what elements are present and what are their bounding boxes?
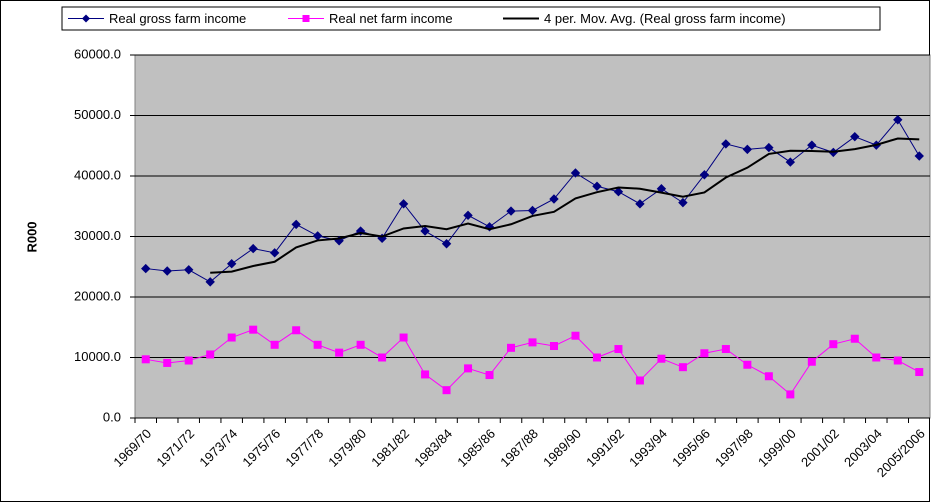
data-point xyxy=(699,170,710,180)
data-point xyxy=(442,386,451,395)
series-line xyxy=(210,137,920,274)
data-point xyxy=(785,157,796,167)
y-tick-label: 30000.0 xyxy=(74,228,121,243)
data-point xyxy=(893,356,902,365)
data-point xyxy=(915,368,924,377)
legend-label: 4 per. Mov. Avg. (Real gross farm income… xyxy=(544,11,786,26)
data-point xyxy=(313,340,322,349)
data-point xyxy=(592,353,601,362)
data-point xyxy=(829,340,838,349)
data-point xyxy=(850,131,860,142)
data-point xyxy=(421,370,430,379)
data-point xyxy=(184,265,194,275)
data-point xyxy=(700,349,709,358)
data-point xyxy=(399,333,408,342)
data-point xyxy=(141,355,150,364)
data-point xyxy=(721,345,730,354)
data-point xyxy=(507,343,516,352)
legend-marker xyxy=(302,15,310,22)
data-point xyxy=(872,353,881,362)
y-tick-label: 50000.0 xyxy=(74,107,121,122)
data-point xyxy=(162,266,172,276)
data-point xyxy=(226,259,237,269)
data-point xyxy=(378,353,387,362)
data-point xyxy=(292,326,301,335)
data-point xyxy=(248,243,258,254)
data-point xyxy=(807,140,817,150)
data-point xyxy=(635,376,644,385)
y-tick-label: 40000.0 xyxy=(74,167,121,182)
data-point xyxy=(464,364,473,373)
data-point xyxy=(227,333,236,342)
y-tick-label: 0.0 xyxy=(103,409,121,424)
data-point xyxy=(528,338,537,347)
data-point xyxy=(398,199,409,209)
data-point xyxy=(742,144,753,155)
data-point xyxy=(635,199,645,209)
y-tick-label: 20000.0 xyxy=(74,288,121,303)
data-point xyxy=(743,360,752,369)
data-point xyxy=(291,219,301,230)
data-point xyxy=(721,139,731,149)
legend-marker xyxy=(82,14,90,23)
data-point xyxy=(592,181,602,191)
y-tick-label: 60000.0 xyxy=(74,46,121,61)
data-point xyxy=(485,371,494,380)
data-point xyxy=(356,340,365,349)
data-point xyxy=(206,350,215,359)
data-point xyxy=(570,168,581,178)
data-point xyxy=(549,342,558,351)
data-point xyxy=(786,390,795,399)
data-point xyxy=(657,354,666,363)
legend-label: Real gross farm income xyxy=(109,11,246,26)
data-point xyxy=(270,340,279,349)
data-point xyxy=(249,325,258,334)
data-point xyxy=(850,334,859,343)
data-point xyxy=(163,358,172,367)
data-point xyxy=(463,210,473,221)
data-point xyxy=(141,263,151,274)
data-point xyxy=(527,205,538,216)
data-point xyxy=(613,187,624,197)
data-point xyxy=(335,348,344,357)
data-point xyxy=(269,248,280,258)
data-point xyxy=(549,194,559,204)
data-point xyxy=(506,206,516,216)
data-point xyxy=(678,197,688,208)
data-point xyxy=(893,115,903,125)
data-point xyxy=(764,372,773,381)
data-point xyxy=(614,345,623,354)
data-point xyxy=(807,357,816,366)
data-point xyxy=(205,277,215,287)
data-point xyxy=(678,363,687,372)
legend-box xyxy=(61,6,881,31)
data-point xyxy=(571,331,580,340)
y-axis-title: R000 xyxy=(24,221,39,252)
data-point xyxy=(184,356,193,365)
data-point xyxy=(914,151,924,161)
y-tick-label: 10000.0 xyxy=(74,349,121,364)
data-point xyxy=(441,239,452,249)
legend-label: Real net farm income xyxy=(329,11,453,26)
data-point xyxy=(420,226,430,236)
data-point xyxy=(764,142,774,153)
